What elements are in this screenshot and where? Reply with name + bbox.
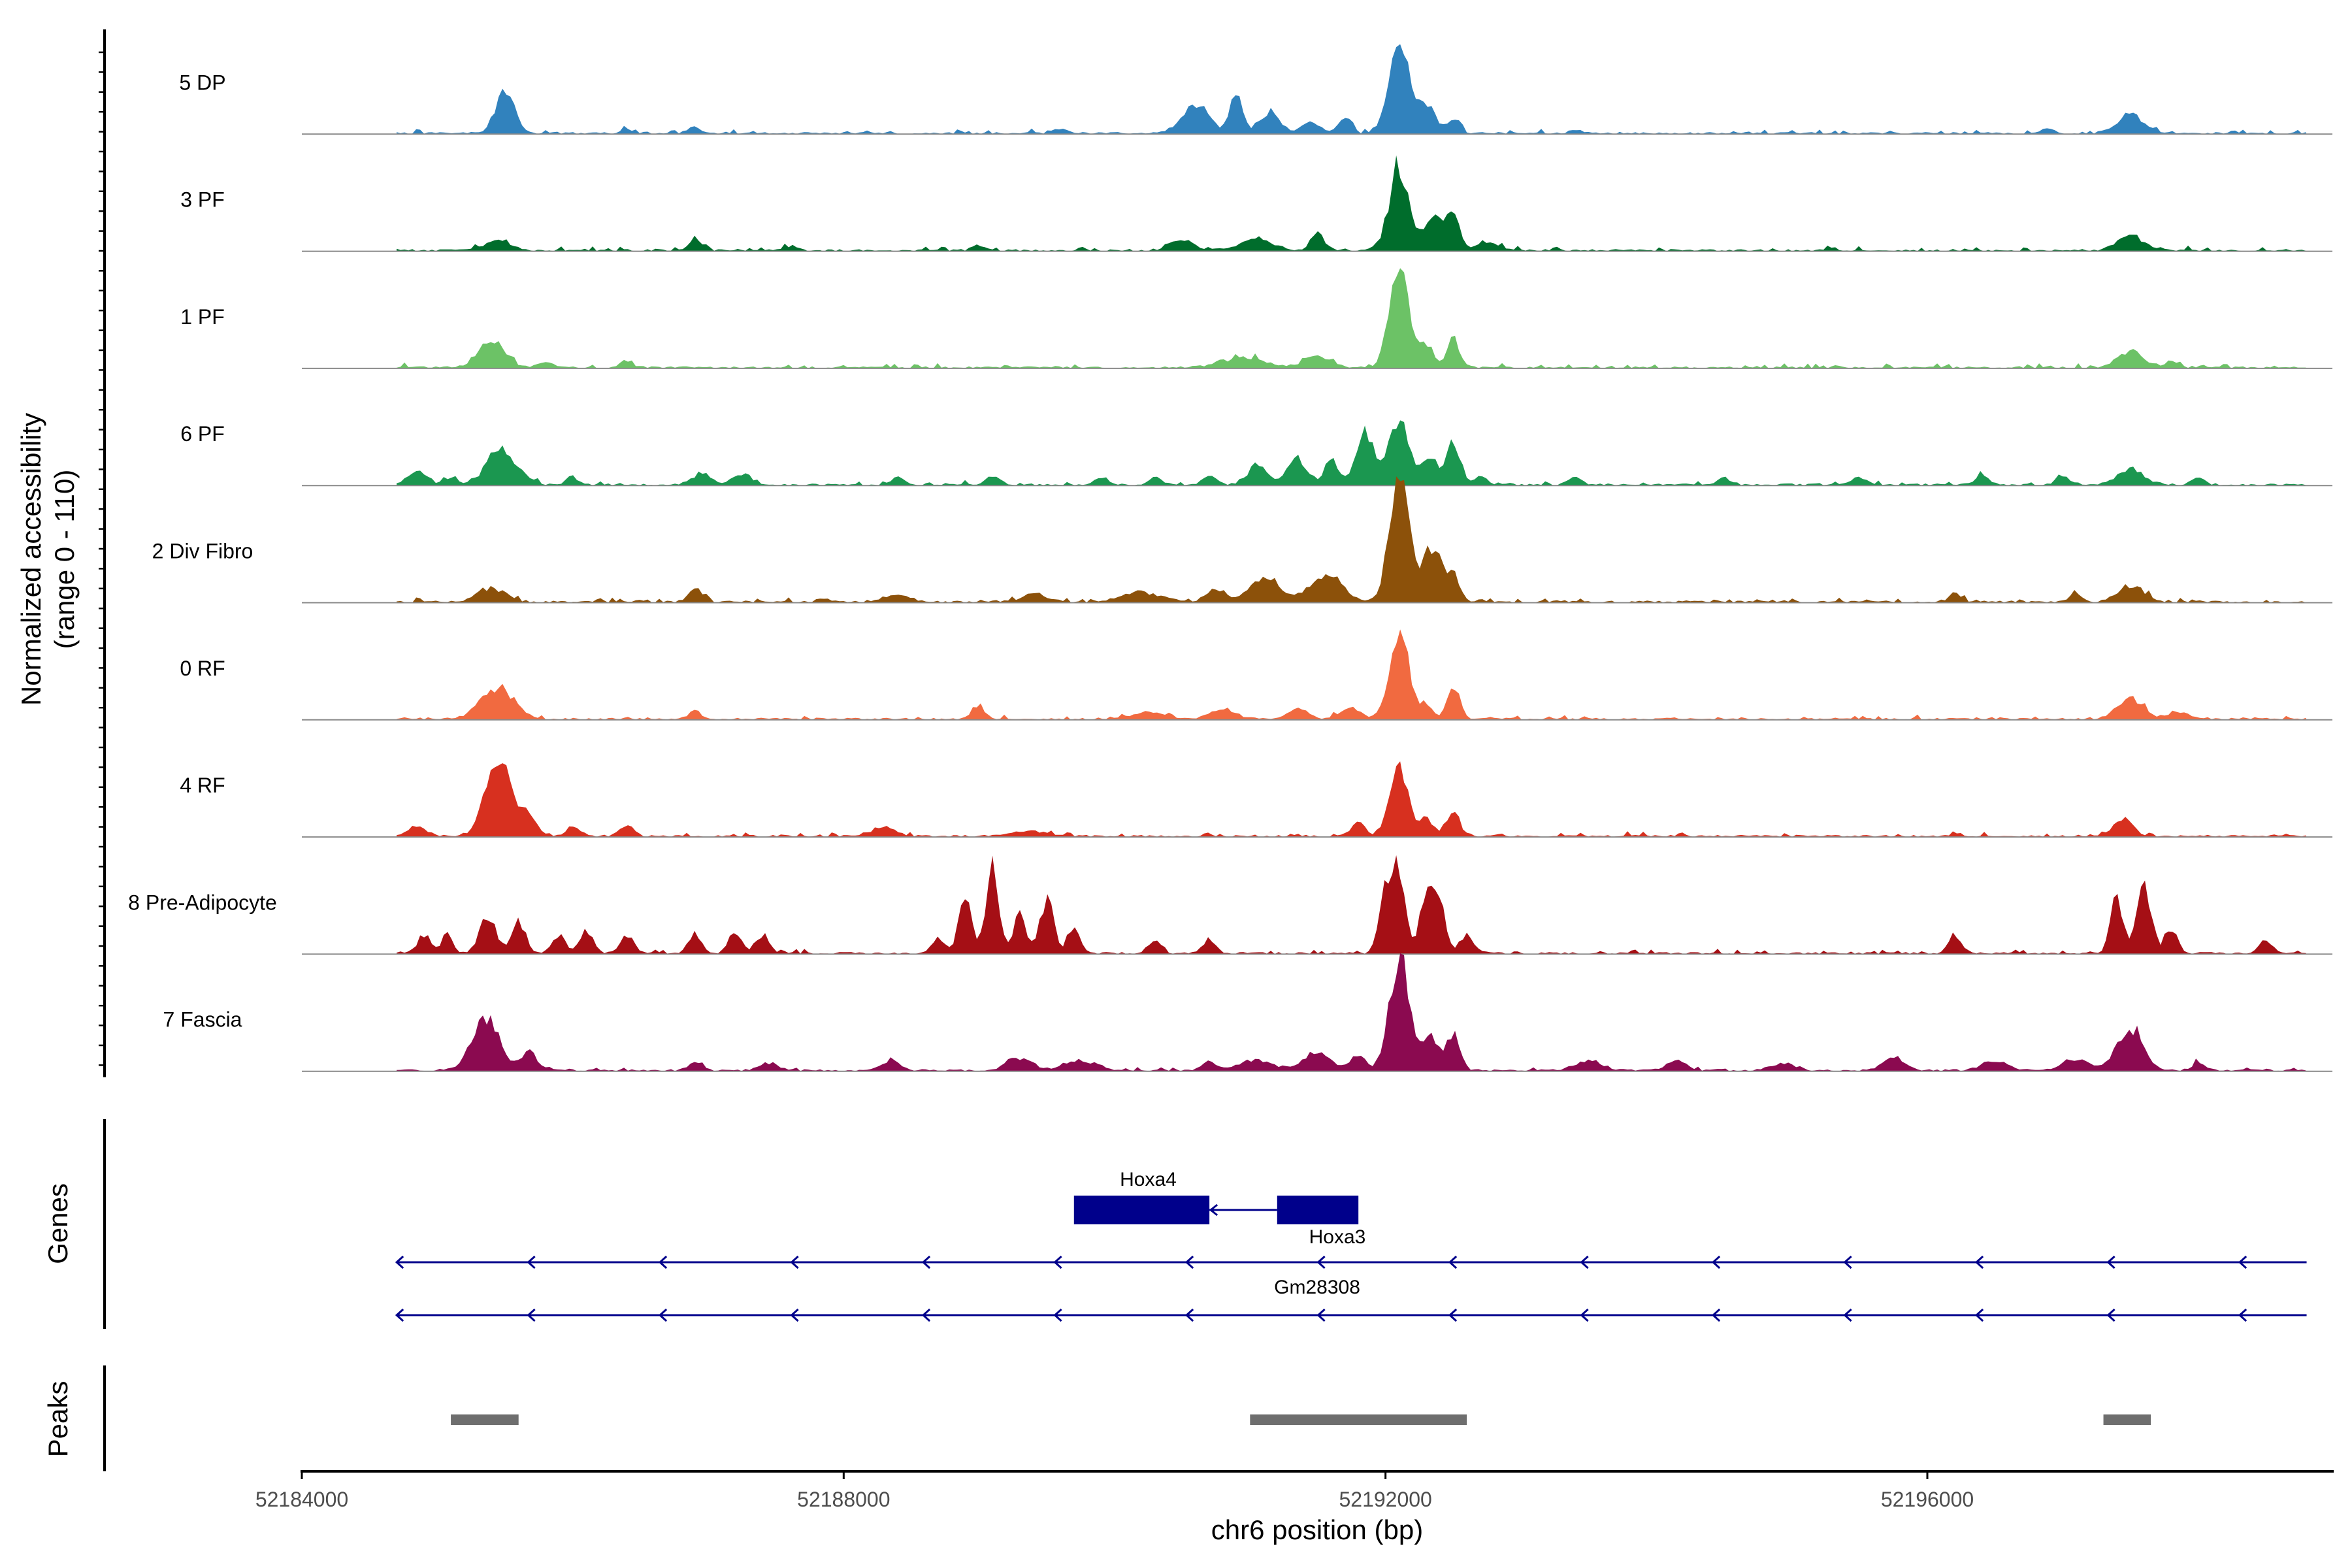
strand-arrow <box>1974 1308 1984 1322</box>
strand-arrow <box>527 1255 536 1269</box>
track-label: 7 Fascia <box>163 1008 242 1032</box>
track-5: 2 Div Fibro <box>152 476 2332 604</box>
track-6: 0 RF <box>180 629 2332 721</box>
strand-arrow <box>1711 1308 1721 1322</box>
x-tick-label: 52192000 <box>1339 1488 1431 1511</box>
coverage-area <box>397 761 2307 838</box>
strand-arrow <box>395 1308 404 1322</box>
peaks-track-label: Peaks <box>42 1381 73 1458</box>
gene-gm28308: Gm28308 <box>395 1255 2307 1298</box>
genes-track-label: Genes <box>42 1183 73 1264</box>
gene-hoxa4: Hoxa4 <box>1073 1169 1210 1224</box>
strand-arrow <box>1184 1308 1194 1322</box>
y-axis <box>99 29 106 1077</box>
coverage-tracks: 5 DP 3 PF 1 PF 6 PF 2 Div Fibro 0 RF 4 RF 8 Pre… <box>128 44 2332 1072</box>
gene-exon <box>1277 1196 1359 1224</box>
strand-arrow <box>527 1308 536 1322</box>
gene-label: Gm28308 <box>1274 1277 1360 1298</box>
strand-arrow <box>921 1308 931 1322</box>
strand-arrow <box>790 1308 799 1322</box>
strand-arrow <box>1316 1255 1326 1269</box>
x-axis-title: chr6 position (bp) <box>1211 1514 1424 1545</box>
strand-arrow <box>921 1255 931 1269</box>
track-9: 7 Fascia <box>163 953 2332 1072</box>
coverage-area <box>397 629 2307 720</box>
track-2: 3 PF <box>180 155 2332 252</box>
strand-arrow <box>1184 1255 1194 1269</box>
strand-arrow <box>1580 1308 1589 1322</box>
strand-arrow <box>658 1308 668 1322</box>
track-4: 6 PF <box>180 420 2332 487</box>
strand-arrow <box>1974 1255 1984 1269</box>
coverage-area <box>397 476 2307 603</box>
strand-arrow <box>1448 1255 1458 1269</box>
strand-arrow <box>2238 1255 2247 1269</box>
track-label: 5 DP <box>179 71 225 94</box>
strand-arrow <box>1053 1308 1062 1322</box>
track-label: 0 RF <box>180 657 225 680</box>
strand-arrow <box>395 1255 404 1269</box>
x-tick-label: 52184000 <box>255 1488 348 1511</box>
peak-region <box>1250 1414 1467 1425</box>
genes-track: Hoxa4 Hoxa3 Gm28308 <box>395 1169 2307 1322</box>
track-label: 3 PF <box>180 188 225 212</box>
gene-label: Hoxa3 <box>1309 1226 1366 1248</box>
track-8: 8 Pre-Adipocyte <box>128 855 2332 955</box>
track-label: 2 Div Fibro <box>152 540 253 563</box>
coverage-area <box>397 953 2307 1071</box>
peak-region <box>2103 1414 2151 1425</box>
strand-arrow <box>1448 1308 1458 1322</box>
coverage-area <box>397 44 2307 135</box>
gene-label: Hoxa4 <box>1120 1169 1177 1190</box>
track-1: 5 DP <box>179 44 2332 135</box>
gene-transcript <box>395 1308 2307 1322</box>
track-label: 4 RF <box>180 774 225 797</box>
track-3: 1 PF <box>180 268 2332 369</box>
y-axis-range: (range 0 - 110) <box>49 470 80 649</box>
y-axis-title: Normalized accessibility <box>16 413 46 706</box>
track-label: 8 Pre-Adipocyte <box>128 890 277 914</box>
strand-arrow <box>2106 1255 2115 1269</box>
strand-arrow <box>790 1255 799 1269</box>
strand-arrow <box>1580 1255 1589 1269</box>
track-label: 6 PF <box>180 422 225 446</box>
coverage-area <box>397 420 2307 486</box>
strand-arrow <box>2238 1308 2247 1322</box>
coverage-area <box>397 855 2307 955</box>
peaks-track <box>451 1414 2151 1425</box>
gene-hoxa3: Hoxa3 <box>1209 1196 1365 1248</box>
gene-exon <box>1073 1196 1210 1224</box>
strand-arrow <box>1843 1255 1852 1269</box>
strand-arrow <box>658 1255 668 1269</box>
track-label: 1 PF <box>180 305 225 329</box>
x-tick-label: 52188000 <box>797 1488 890 1511</box>
peak-region <box>451 1414 519 1425</box>
x-tick-label: 52196000 <box>1881 1488 1974 1511</box>
strand-arrow <box>2106 1308 2115 1322</box>
track-7: 4 RF <box>180 761 2332 838</box>
strand-arrow <box>1316 1308 1326 1322</box>
strand-arrow <box>1711 1255 1721 1269</box>
coverage-area <box>397 268 2307 368</box>
strand-arrow <box>1053 1255 1062 1269</box>
coverage-area <box>397 155 2307 252</box>
strand-arrow <box>1843 1308 1852 1322</box>
x-axis: 52184000 52188000 52192000 52196000 <box>255 1471 1974 1511</box>
strand-arrow <box>1209 1203 1218 1217</box>
